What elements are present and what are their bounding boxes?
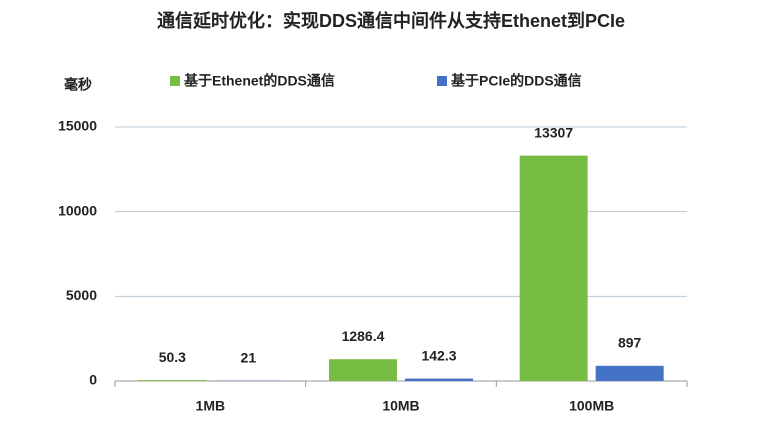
data-label: 13307 [534,124,573,140]
y-tick-label: 10000 [58,202,97,218]
legend-swatch [170,76,180,86]
y-axis-label: 毫秒 [64,77,92,93]
data-label: 142.3 [421,347,456,363]
chart-title: 通信延时优化：实现DDS通信中间件从支持Ethenet到PCIe [157,10,625,31]
y-tick-label: 0 [89,372,97,388]
bar [138,380,207,381]
data-label: 50.3 [159,349,186,365]
data-label: 897 [618,335,642,351]
data-label: 1286.4 [342,328,385,344]
legend-label: 基于PCIe的DDS通信 [451,73,582,89]
data-label: 21 [241,349,257,365]
x-tick-label: 1MB [196,398,226,414]
legend-label: 基于Ethenet的DDS通信 [184,73,335,89]
x-tick-label: 100MB [569,398,614,414]
bar [595,365,664,381]
y-tick-label: 15000 [58,118,97,134]
bar [519,155,588,381]
x-tick-label: 10MB [382,398,419,414]
bar [329,359,397,381]
y-tick-label: 5000 [66,287,97,303]
legend-swatch [437,76,447,86]
bar [405,378,473,381]
